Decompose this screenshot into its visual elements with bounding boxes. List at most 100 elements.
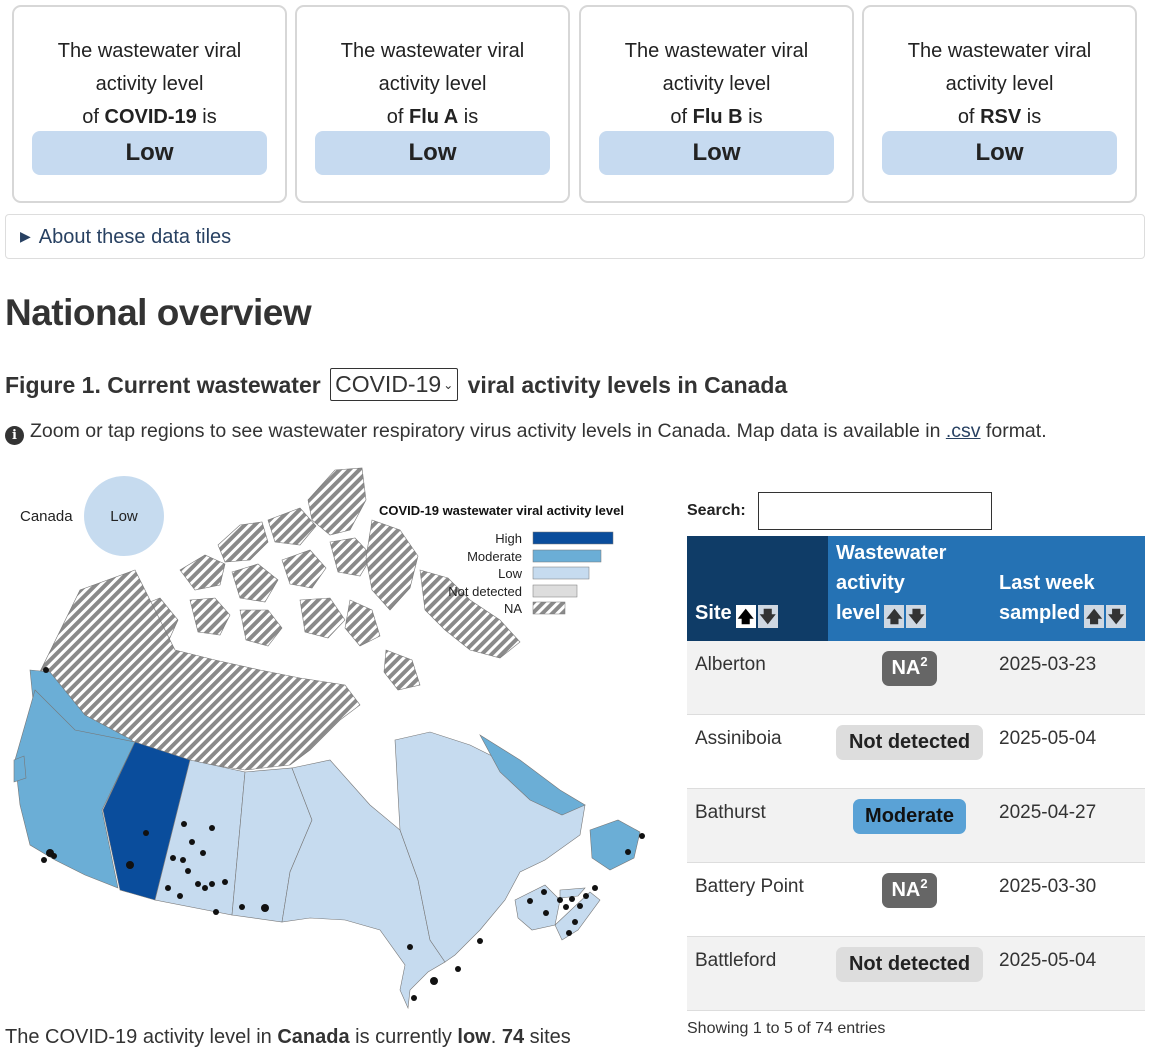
level-badge: Moderate: [853, 799, 966, 834]
site-marker[interactable]: [143, 830, 149, 836]
sort-controls: 🡅 🡇: [884, 601, 928, 631]
region-british-columbia[interactable]: [14, 689, 136, 889]
site-marker[interactable]: [541, 889, 547, 895]
region-newfoundland[interactable]: [589, 819, 641, 871]
site-marker[interactable]: [477, 938, 483, 944]
region-pei[interactable]: [559, 887, 586, 899]
legend-label-na: NA: [504, 601, 522, 616]
site-marker[interactable]: [239, 904, 245, 910]
column-header-last-week[interactable]: Last week sampled 🡅 🡇: [991, 536, 1145, 641]
site-marker[interactable]: [195, 881, 201, 887]
virus-select[interactable]: COVID-19 ⌄: [330, 368, 459, 401]
site-marker[interactable]: [189, 839, 195, 845]
site-marker[interactable]: [572, 919, 578, 925]
canada-map[interactable]: Canada Low: [0, 460, 670, 1020]
footnote-link[interactable]: 2: [920, 654, 928, 669]
tile-virus: RSV: [980, 106, 1022, 128]
region-labrador[interactable]: [479, 734, 586, 816]
region-nunavut[interactable]: [31, 467, 521, 771]
site-marker[interactable]: [51, 853, 57, 859]
national-label: Canada: [20, 508, 73, 525]
tile-flu-b: The wastewater viral activity level of F…: [579, 5, 854, 203]
sort-ascending-icon[interactable]: 🡅: [735, 605, 756, 628]
site-marker[interactable]: [170, 855, 176, 861]
table-info: Showing 1 to 5 of 74 entries: [687, 1020, 886, 1037]
tile-virus: Flu A: [409, 106, 459, 128]
site-marker[interactable]: [563, 904, 569, 910]
site-marker[interactable]: [181, 821, 187, 827]
search-input[interactable]: [758, 492, 992, 530]
column-header-site[interactable]: Site 🡅 🡇: [687, 536, 828, 641]
site-marker[interactable]: [569, 896, 575, 902]
cell-site: Assiniboia: [695, 728, 782, 749]
sort-controls: 🡅 🡇: [1084, 601, 1128, 631]
csv-link[interactable]: .csv: [945, 420, 981, 442]
site-marker[interactable]: [583, 893, 589, 899]
site-marker[interactable]: [126, 861, 134, 869]
column-header-activity-level[interactable]: Wastewater activity level 🡅 🡇: [828, 536, 991, 641]
table-row: Battleford Not detected 2025-05-04: [687, 937, 1145, 1011]
site-marker[interactable]: [592, 885, 598, 891]
column-header-label: Last week: [999, 572, 1095, 594]
site-marker[interactable]: [527, 898, 533, 904]
tile-level-badge: Low: [882, 131, 1117, 175]
column-header-label: activity: [836, 572, 905, 594]
sort-ascending-icon[interactable]: 🡅: [884, 605, 905, 628]
legend-swatch-na: [532, 601, 566, 615]
sort-descending-icon[interactable]: 🡇: [1106, 605, 1127, 628]
cell-date: 2025-03-23: [999, 654, 1097, 675]
site-marker[interactable]: [411, 995, 417, 1001]
cell-date: 2025-05-04: [999, 950, 1097, 971]
site-marker[interactable]: [407, 944, 413, 950]
note-text: Zoom or tap regions to see wastewater re…: [30, 420, 946, 442]
site-marker[interactable]: [566, 930, 572, 936]
national-level-bubble[interactable]: [84, 476, 164, 556]
column-header-label: level: [836, 602, 881, 624]
tile-line: of: [386, 106, 409, 128]
site-marker[interactable]: [177, 893, 183, 899]
tile-line: The wastewater viral: [340, 40, 525, 62]
site-marker[interactable]: [557, 897, 563, 903]
site-marker[interactable]: [41, 857, 47, 863]
site-marker[interactable]: [202, 885, 208, 891]
site-marker[interactable]: [625, 849, 631, 855]
sort-ascending-icon[interactable]: 🡅: [1084, 605, 1105, 628]
tile-level-badge: Low: [315, 131, 550, 175]
map-summary: The COVID-19 activity level in Canada is…: [5, 1026, 571, 1049]
region-new-brunswick[interactable]: [514, 884, 561, 931]
legend-swatch-not-detected: [532, 584, 578, 598]
region-alberta[interactable]: [102, 741, 191, 901]
tile-covid: The wastewater viral activity level of C…: [12, 5, 287, 203]
site-marker[interactable]: [185, 868, 191, 874]
national-level-label: Low: [110, 508, 138, 525]
tile-line: is: [458, 106, 479, 128]
table-row: Bathurst Moderate 2025-04-27: [687, 789, 1145, 863]
tile-flu-a: The wastewater viral activity level of F…: [295, 5, 570, 203]
site-marker[interactable]: [213, 909, 219, 915]
site-marker[interactable]: [639, 833, 645, 839]
site-marker[interactable]: [577, 903, 583, 909]
site-marker[interactable]: [261, 904, 269, 912]
site-marker[interactable]: [455, 966, 461, 972]
site-marker[interactable]: [209, 881, 215, 887]
about-data-tiles-toggle[interactable]: ▶ About these data tiles: [5, 214, 1145, 259]
site-marker[interactable]: [222, 879, 228, 885]
site-marker[interactable]: [209, 825, 215, 831]
site-marker[interactable]: [430, 977, 438, 985]
sort-descending-icon[interactable]: 🡇: [757, 605, 778, 628]
site-marker[interactable]: [200, 850, 206, 856]
sort-descending-icon[interactable]: 🡇: [906, 605, 927, 628]
site-marker[interactable]: [180, 857, 186, 863]
site-marker[interactable]: [165, 885, 171, 891]
tile-line: activity level: [95, 73, 204, 95]
figure-title: Figure 1. Current wastewater COVID-19 ⌄ v…: [5, 368, 787, 402]
site-marker[interactable]: [543, 910, 549, 916]
tile-text: The wastewater viral activity level of R…: [864, 35, 1135, 134]
site-markers[interactable]: [41, 667, 645, 1001]
site-marker[interactable]: [43, 667, 49, 673]
legend-label-not-detected: Not detected: [448, 584, 522, 599]
note-text: format.: [980, 420, 1047, 442]
map-svg[interactable]: Canada Low: [0, 460, 670, 1020]
footnote-link[interactable]: 2: [920, 876, 928, 891]
sort-controls: 🡅 🡇: [735, 601, 780, 631]
